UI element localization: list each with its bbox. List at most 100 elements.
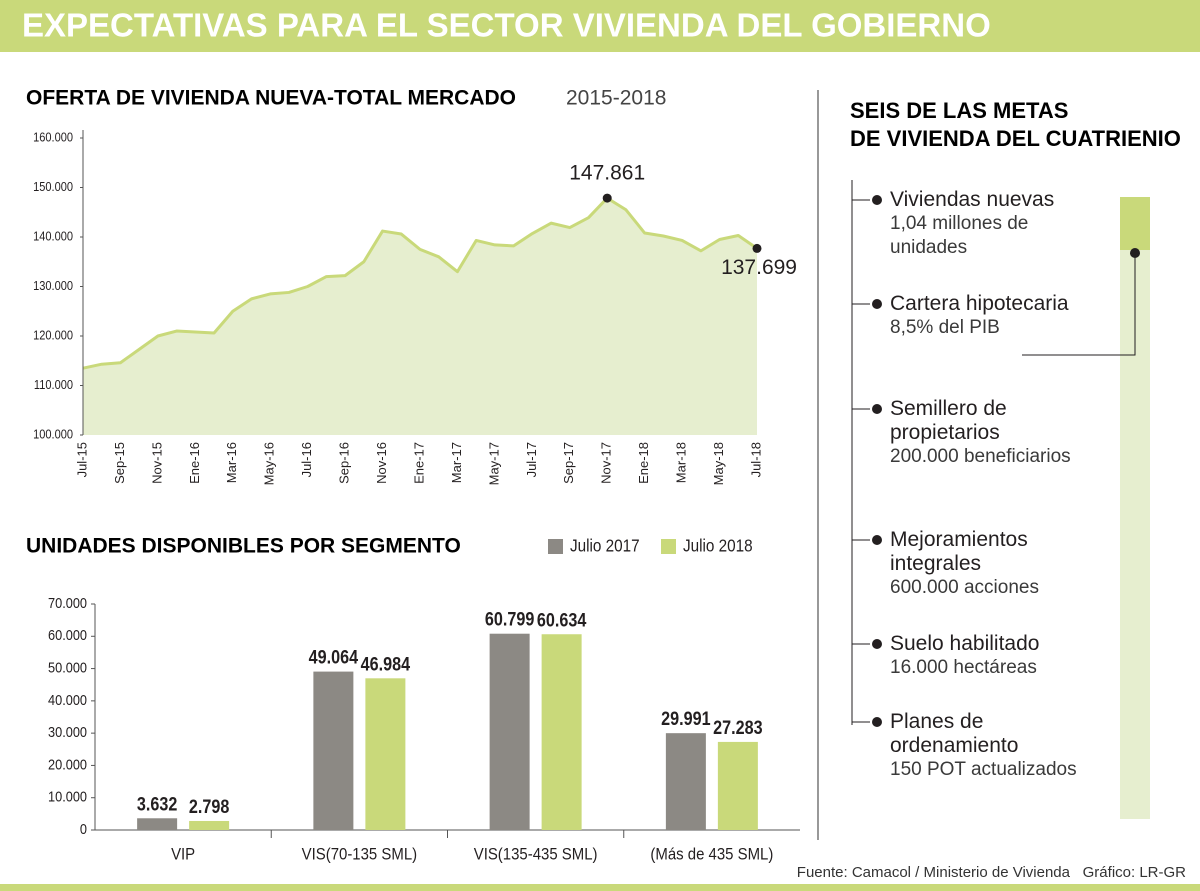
goal-bullet [872,195,882,205]
x-tick-label: Ene-16 [187,442,202,484]
goal-item: Cartera hipotecaria 8,5% del PIB [890,292,1105,340]
bar [189,820,230,830]
x-tick-label: VIP [171,846,195,864]
x-tick-label: Sep-15 [112,442,127,484]
bar [665,733,706,830]
goal-item: Mejoramientos integrales 600.000 acciones [890,528,1105,600]
goal-bullet [872,404,882,414]
y-tick-label: 130.000 [33,278,73,293]
goal-bullet [872,639,882,649]
goal-bullet [872,299,882,309]
x-tick-label: Nov-17 [599,442,614,484]
line [82,196,758,370]
y-tick-label: 70.000 [48,594,87,611]
goal-item: Semillero de propietarios 200.000 benefic… [890,397,1105,469]
x-tick-label: Mar-18 [674,442,689,483]
header-band [0,0,1200,52]
goal-detail: 150 POT actualizados [890,759,1077,780]
x-tick-label: Jul-16 [299,442,314,477]
value-label: 137.699 [721,256,797,279]
goal-title: Planes de ordenamiento [890,710,1019,757]
bar [541,634,582,830]
x-tick-label: May-18 [711,442,726,485]
header-title: EXPECTATIVAS PARA EL SECTOR VIVIENDA DEL… [22,7,991,44]
goal-detail: 1,04 millones de unidades [890,213,1029,258]
x-tick-label: (Más de 435 SML) [650,846,773,864]
area [83,198,757,435]
goal-item: Planes de ordenamiento 150 POT actualizad… [890,710,1105,782]
x-tick-label: Ene-18 [636,442,651,484]
goal-item: Viviendas nuevas 1,04 millones de unidade… [890,188,1105,260]
goal-detail: 8,5% del PIB [890,317,1000,338]
bar [137,818,178,830]
goal-bullet [872,535,882,545]
value-label: 2.798 [189,796,230,818]
y-tick-label: 60.000 [48,626,87,643]
goal-bar-top [1120,197,1150,250]
y-tick-label: 150.000 [33,179,73,194]
x-tick-label: Sep-16 [337,442,352,484]
goal-item: Suelo habilitado 16.000 hectáreas [890,632,1105,680]
x-tick-label: Nov-16 [374,442,389,484]
y-tick-label: 20.000 [48,755,87,772]
value-label: 29.991 [661,708,711,730]
line-chart-subtitle: 2015-2018 [566,87,666,110]
value-label: 147.861 [569,162,645,185]
y-tick-label: 0 [80,820,87,837]
legend-label: Julio 2018 [683,536,753,556]
x-tick-label: Mar-17 [449,442,464,483]
x-tick-label: Jul-17 [524,442,539,477]
value-label: 60.634 [537,609,587,631]
goal-detail: 200.000 beneficiarios [890,446,1071,467]
line-chart-title: OFERTA DE VIVIENDA NUEVA-TOTAL MERCADO [26,87,516,110]
goal-title: Suelo habilitado [890,632,1040,655]
value-label: 49.064 [309,646,359,668]
x-tick-label: Mar-16 [224,442,239,483]
goals-title: SEIS DE LAS METAS DE VIVIENDA DEL CUATRIE… [850,98,1181,151]
value-label: 3.632 [137,793,178,815]
x-tick-label: May-17 [486,442,501,485]
goal-title: Viviendas nuevas [890,188,1055,211]
bar [365,678,406,830]
legend-swatch [661,539,676,554]
y-tick-label: 160.000 [33,130,73,145]
goal-title: Semillero de propietarios [890,397,1007,444]
connector-line [1022,253,1136,356]
y-tick-label: 40.000 [48,691,87,708]
point [752,243,762,253]
y-tick-label: 110.000 [34,377,73,392]
goal-title: Mejoramientos integrales [890,528,1028,575]
point [602,193,612,203]
value-label: 60.799 [485,608,535,630]
y-tick-label: 50.000 [48,659,87,676]
value-label: 27.283 [713,717,763,739]
x-tick-label: May-16 [262,442,277,485]
goal-detail: 600.000 acciones [890,577,1039,598]
x-tick-label: VIS(135-435 SML) [474,846,598,864]
x-tick-label: Jul-15 [74,442,89,477]
goal-title: Cartera hipotecaria [890,292,1069,315]
y-tick-label: 120.000 [33,328,73,343]
bar [717,741,758,830]
legend-label: Julio 2017 [570,536,640,556]
x-tick-label: Jul-18 [748,442,763,477]
y-tick-label: 10.000 [48,788,87,805]
y-tick-label: 140.000 [33,229,73,244]
legend-swatch [548,539,563,554]
bar [489,633,530,830]
bar-chart-title: UNIDADES DISPONIBLES POR SEGMENTO [26,535,461,558]
source: Fuente: Camacol / Ministerio de Vivienda [797,864,1071,881]
x-tick-label: VIS(70-135 SML) [302,846,417,864]
value-label: 46.984 [361,653,411,675]
bar [313,671,354,830]
footer-band [0,884,1200,891]
y-tick-label: 30.000 [48,723,87,740]
x-tick-label: Nov-15 [149,442,164,484]
goal-bullet [872,717,882,727]
y-tick-label: 100.000 [33,427,73,442]
x-tick-label: Sep-17 [561,442,576,484]
x-tick-label: Ene-17 [411,442,426,484]
goal-detail: 16.000 hectáreas [890,657,1037,678]
